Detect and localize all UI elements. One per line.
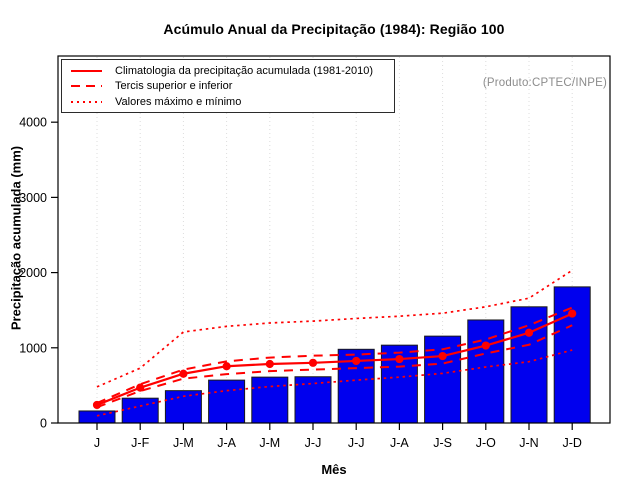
y-tick-label: 2000 <box>19 266 47 280</box>
series-point <box>568 309 577 318</box>
bar <box>121 397 159 424</box>
series-point <box>179 369 188 378</box>
series-point <box>524 328 534 337</box>
line-dashed <box>96 306 573 404</box>
plot-border <box>57 55 611 424</box>
legend-label: Tercis superior e inferior <box>115 80 233 92</box>
bar <box>510 306 548 424</box>
line-dashed <box>96 324 573 409</box>
x-tick-label: J-D <box>562 436 581 450</box>
bar <box>251 376 289 424</box>
bars <box>78 286 591 424</box>
solid-line-sample-icon <box>71 69 102 72</box>
series-point <box>92 400 102 410</box>
chart-title: Acúmulo Anual da Precipitação (1984): Re… <box>163 21 505 37</box>
produto-source-label: (Produto:CPTEC/INPE) <box>482 77 607 89</box>
series-point <box>308 358 318 367</box>
x-tick-label: J-J <box>305 436 322 450</box>
x-tick-label: J-A <box>390 436 409 450</box>
line-solid <box>92 309 577 410</box>
y-axis-ticks: 0 1000 2000 3000 4000 <box>19 116 58 431</box>
y-tick-label: 1000 <box>19 341 47 355</box>
y-tick-label: 0 <box>40 417 47 431</box>
series-point <box>481 341 490 350</box>
series-line <box>96 306 573 404</box>
x-tick-label: J-A <box>217 436 236 450</box>
series-point <box>265 359 274 369</box>
bar <box>424 335 462 424</box>
bar <box>467 319 505 424</box>
x-tick-label: J-N <box>519 436 538 450</box>
y-axis-title: Precipitação acumulada (mm) <box>8 145 24 331</box>
series-line <box>96 312 573 406</box>
x-tick-label: J-M <box>173 436 194 450</box>
dashed-line-sample-icon <box>71 85 102 87</box>
x-tick-label: J-F <box>131 436 149 450</box>
x-tick-label: J <box>94 436 100 450</box>
series-point <box>438 351 447 361</box>
series-line <box>96 324 573 409</box>
series-point <box>136 383 145 392</box>
dotted-line-sample-icon <box>71 100 102 103</box>
legend-item-climatologia: Climatologia da precipitação acumulada (… <box>71 64 390 78</box>
legend-item-max-min: Valores máximo e mínimo <box>71 95 390 109</box>
x-tick-label: J-S <box>433 436 452 450</box>
series-point <box>352 356 361 366</box>
x-tick-label: J-J <box>348 436 365 450</box>
y-tick-label: 4000 <box>19 116 47 130</box>
bar <box>208 379 246 424</box>
series-point <box>222 362 231 371</box>
legend-label: Climatologia da precipitação acumulada (… <box>115 64 374 77</box>
series-point <box>395 354 404 364</box>
legend-item-tercis: Tercis superior e inferior <box>71 79 390 93</box>
y-tick-label: 3000 <box>19 191 47 205</box>
x-axis-title: Mês <box>321 462 347 477</box>
x-axis-ticks: J J-F J-M J-A J-M J-J J-J J-A J-S J-O J-N J-D <box>94 423 582 450</box>
series-line <box>96 349 573 417</box>
legend: Climatologia da precipitação acumulada (… <box>61 59 395 113</box>
legend-label: Valores máximo e mínimo <box>115 95 242 108</box>
line-dotted <box>96 349 573 417</box>
x-tick-label: J-M <box>259 436 280 450</box>
x-tick-label: J-O <box>476 436 496 450</box>
bar <box>294 376 332 424</box>
bar <box>553 286 591 424</box>
